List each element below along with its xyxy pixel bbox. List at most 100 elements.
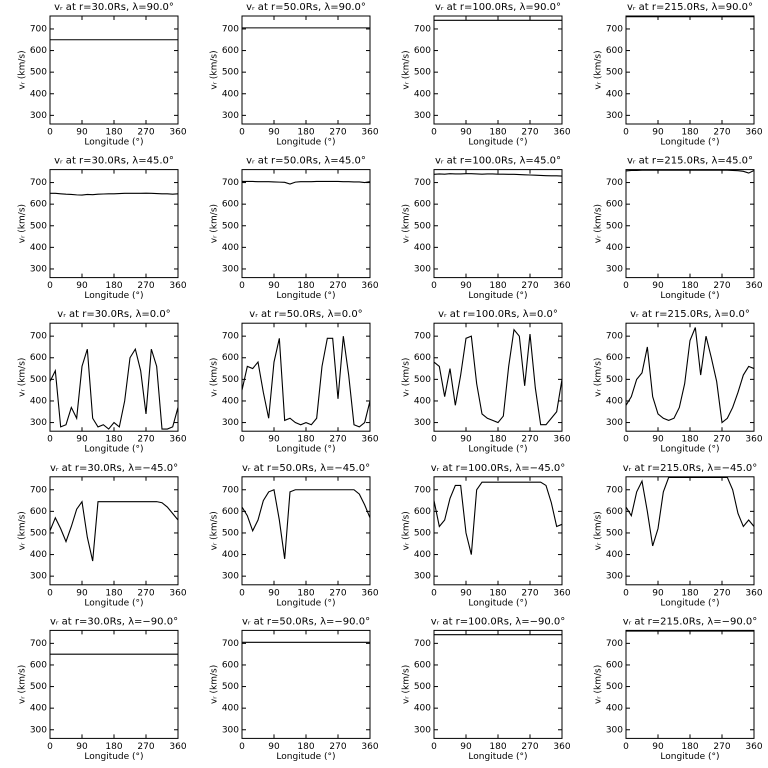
plot-frame xyxy=(241,169,371,279)
x-tick-label: 360 xyxy=(169,281,186,291)
y-tick-label: 600 xyxy=(606,46,623,56)
x-tick-label: 90 xyxy=(652,742,664,752)
y-tick-label: 300 xyxy=(414,264,431,274)
x-axis-label: Longitude (°) xyxy=(84,598,143,608)
x-axis-label: Longitude (°) xyxy=(660,752,719,762)
chart-title: vᵣ at r=215.0Rs, λ=90.0° xyxy=(627,2,753,13)
y-tick-label: 700 xyxy=(606,639,623,649)
panel: vᵣ at r=50.0Rs, λ=0.0° 0 90 180 270 360 300 400… xyxy=(210,309,379,455)
x-tick-label: 90 xyxy=(460,588,472,598)
x-tick-label: 180 xyxy=(297,128,314,138)
y-tick-label: 300 xyxy=(222,264,239,274)
panel: vᵣ at r=100.0Rs, λ=45.0° 0 90 180 270 360 300 4… xyxy=(402,156,571,302)
y-tick-label: 400 xyxy=(222,704,239,714)
x-tick-label: 0 xyxy=(431,742,437,752)
y-axis-label: vᵣ (km/s) xyxy=(18,665,28,704)
x-tick-label: 360 xyxy=(361,435,378,445)
y-tick-label: 700 xyxy=(222,178,239,188)
y-tick-label: 600 xyxy=(606,353,623,363)
y-axis-label: vᵣ (km/s) xyxy=(594,665,604,704)
x-tick-label: 360 xyxy=(745,281,762,291)
plot-frame xyxy=(625,15,755,125)
y-tick-label: 400 xyxy=(414,243,431,253)
x-tick-label: 0 xyxy=(47,588,53,598)
y-tick-label: 600 xyxy=(606,507,623,517)
y-tick-label: 500 xyxy=(414,68,431,78)
y-tick-label: 500 xyxy=(222,682,239,692)
plot-frame xyxy=(625,169,755,279)
panel: vᵣ at r=50.0Rs, λ=−45.0° 0 90 180 270 360 300 4… xyxy=(210,463,379,609)
y-tick-label: 500 xyxy=(30,375,47,385)
x-tick-label: 180 xyxy=(489,281,506,291)
y-axis-label: vᵣ (km/s) xyxy=(402,358,412,397)
panel: vᵣ at r=215.0Rs, λ=−90.0° 0 90 180 270 360 300… xyxy=(594,616,763,762)
y-tick-label: 400 xyxy=(30,243,47,253)
y-axis-label: vᵣ (km/s) xyxy=(402,665,412,704)
chart-title: vᵣ at r=215.0Rs, λ=−45.0° xyxy=(623,463,758,474)
plot-frame xyxy=(433,15,563,125)
x-axis-label: Longitude (°) xyxy=(468,752,527,762)
y-tick-label: 400 xyxy=(30,550,47,560)
y-tick-label: 500 xyxy=(606,221,623,231)
y-axis-label: vᵣ (km/s) xyxy=(210,204,220,243)
x-tick-label: 0 xyxy=(431,281,437,291)
chart-title: vᵣ at r=30.0Rs, λ=−90.0° xyxy=(50,616,178,627)
x-tick-label: 360 xyxy=(553,742,570,752)
y-tick-label: 700 xyxy=(222,485,239,495)
panel: vᵣ at r=30.0Rs, λ=0.0° 0 90 180 270 360 300 400… xyxy=(18,309,187,455)
y-tick-label: 400 xyxy=(606,243,623,253)
y-tick-label: 400 xyxy=(414,704,431,714)
y-tick-label: 700 xyxy=(414,639,431,649)
data-line xyxy=(625,169,755,174)
x-tick-label: 90 xyxy=(652,435,664,445)
y-tick-label: 500 xyxy=(30,528,47,538)
y-tick-label: 600 xyxy=(30,660,47,670)
x-tick-label: 90 xyxy=(76,128,88,138)
y-tick-label: 600 xyxy=(414,353,431,363)
chart-title: vᵣ at r=50.0Rs, λ=−90.0° xyxy=(242,616,370,627)
x-tick-label: 180 xyxy=(297,588,314,598)
chart-title: vᵣ at r=215.0Rs, λ=0.0° xyxy=(630,309,750,320)
y-tick-label: 400 xyxy=(30,704,47,714)
x-tick-label: 90 xyxy=(268,128,280,138)
x-tick-label: 90 xyxy=(652,128,664,138)
y-tick-label: 600 xyxy=(30,46,47,56)
chart-title: vᵣ at r=50.0Rs, λ=−45.0° xyxy=(242,463,370,474)
y-axis-label: vᵣ (km/s) xyxy=(594,204,604,243)
y-tick-label: 400 xyxy=(606,550,623,560)
plot-frame xyxy=(49,15,179,125)
y-tick-label: 500 xyxy=(30,221,47,231)
x-tick-label: 360 xyxy=(169,588,186,598)
y-tick-label: 700 xyxy=(222,24,239,34)
y-axis-label: vᵣ (km/s) xyxy=(594,511,604,550)
y-axis-label: vᵣ (km/s) xyxy=(18,204,28,243)
panel: vᵣ at r=30.0Rs, λ=−90.0° 0 90 180 270 360 300 4… xyxy=(18,616,187,762)
x-tick-label: 0 xyxy=(239,281,245,291)
x-tick-label: 360 xyxy=(745,435,762,445)
y-tick-label: 300 xyxy=(30,264,47,274)
y-axis-label: vᵣ (km/s) xyxy=(210,358,220,397)
y-tick-label: 600 xyxy=(606,660,623,670)
chart-title: vᵣ at r=100.0Rs, λ=90.0° xyxy=(435,2,561,13)
y-tick-label: 600 xyxy=(414,200,431,210)
y-tick-label: 700 xyxy=(606,485,623,495)
x-tick-label: 0 xyxy=(239,588,245,598)
y-axis-label: vᵣ (km/s) xyxy=(210,50,220,89)
y-tick-label: 700 xyxy=(30,485,47,495)
x-tick-label: 270 xyxy=(521,281,538,291)
y-tick-label: 600 xyxy=(222,353,239,363)
plot-frame xyxy=(241,629,371,739)
x-tick-label: 270 xyxy=(137,435,154,445)
y-tick-label: 700 xyxy=(414,24,431,34)
y-tick-label: 300 xyxy=(414,725,431,735)
y-tick-label: 300 xyxy=(222,572,239,582)
plot-frame xyxy=(49,476,179,586)
y-tick-label: 400 xyxy=(414,89,431,99)
data-line xyxy=(49,347,179,430)
y-axis-label: vᵣ (km/s) xyxy=(18,511,28,550)
x-axis-label: Longitude (°) xyxy=(276,445,335,455)
x-tick-label: 90 xyxy=(652,588,664,598)
x-tick-label: 0 xyxy=(239,435,245,445)
x-tick-label: 0 xyxy=(239,128,245,138)
